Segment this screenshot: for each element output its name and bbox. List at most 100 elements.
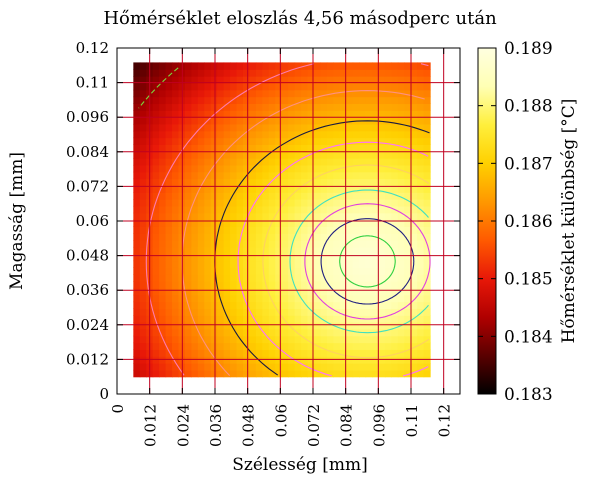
grid-lines bbox=[117, 47, 460, 394]
heatmap-cell bbox=[372, 308, 380, 316]
heatmap-cell bbox=[204, 308, 212, 316]
heatmap-cell bbox=[365, 219, 373, 227]
heatmap-cell bbox=[404, 178, 412, 186]
heatmap-cell bbox=[378, 267, 386, 275]
heatmap-cell bbox=[262, 219, 270, 227]
heatmap-cell bbox=[339, 328, 347, 337]
heatmap-cell bbox=[410, 328, 418, 337]
heatmap-cell bbox=[333, 315, 341, 323]
heatmap-cell bbox=[184, 267, 192, 275]
heatmap-cell bbox=[346, 294, 354, 303]
heatmap-cell bbox=[359, 130, 367, 139]
heatmap-cell bbox=[268, 117, 276, 125]
heatmap-cell bbox=[230, 294, 238, 303]
heatmap-cell bbox=[255, 342, 263, 350]
heatmap-cell bbox=[133, 356, 141, 364]
heatmap-cell bbox=[346, 322, 354, 330]
heatmap-cell bbox=[346, 240, 354, 248]
heatmap-cell bbox=[210, 103, 218, 111]
heatmap-cell bbox=[165, 69, 173, 77]
heatmap-cell bbox=[359, 178, 367, 186]
heatmap-cell bbox=[346, 96, 354, 105]
heatmap-cell bbox=[223, 123, 231, 132]
heatmap-cell bbox=[159, 151, 167, 159]
heatmap-cell bbox=[236, 144, 244, 152]
heatmap-cell bbox=[172, 96, 180, 105]
heatmap-cell bbox=[378, 240, 386, 248]
heatmap-cell bbox=[410, 82, 418, 91]
heatmap-cell bbox=[275, 226, 283, 234]
heatmap-cell bbox=[352, 219, 360, 227]
heatmap-cell bbox=[417, 110, 425, 118]
heatmap-cell bbox=[320, 219, 328, 227]
heatmap-cell bbox=[307, 164, 315, 173]
heatmap-cell bbox=[255, 171, 263, 180]
heatmap-cell bbox=[223, 287, 231, 296]
heatmap-cell bbox=[333, 185, 341, 193]
heatmap-cell bbox=[365, 164, 373, 173]
heatmap-cell bbox=[313, 363, 321, 371]
heatmap-cell bbox=[391, 82, 399, 91]
heatmap-cell bbox=[139, 294, 147, 303]
heatmap-cell bbox=[249, 369, 257, 378]
heatmap-cell bbox=[326, 253, 334, 262]
heatmap-cell bbox=[184, 253, 192, 262]
heatmap-cell bbox=[404, 342, 412, 350]
heatmap-cell bbox=[268, 363, 276, 371]
heatmap-cell bbox=[301, 287, 309, 296]
heatmap-cell bbox=[294, 233, 302, 241]
heatmap-cell bbox=[288, 287, 296, 296]
heatmap-cell bbox=[288, 205, 296, 214]
heatmap-cell bbox=[139, 281, 147, 289]
heatmap-cell bbox=[404, 199, 412, 207]
heatmap-cell bbox=[339, 123, 347, 132]
heatmap-cell bbox=[339, 185, 347, 193]
heatmap-cell bbox=[423, 151, 431, 159]
heatmap-cell bbox=[249, 192, 257, 200]
heatmap-cell bbox=[197, 267, 205, 275]
heatmap-cell bbox=[397, 356, 405, 364]
heatmap-cell bbox=[242, 240, 251, 248]
heatmap-cell bbox=[204, 103, 212, 111]
heatmap-cell bbox=[417, 253, 425, 262]
heatmap-cell bbox=[204, 62, 212, 70]
y-tick-label: 0.11 bbox=[76, 74, 109, 92]
heatmap-cell bbox=[281, 294, 289, 303]
heatmap-cell bbox=[197, 363, 205, 371]
heatmap-cell bbox=[410, 199, 418, 207]
heatmap-cell bbox=[365, 349, 373, 357]
heatmap-cell bbox=[339, 158, 347, 166]
heatmap-cell bbox=[410, 205, 418, 214]
heatmap-cell bbox=[365, 144, 373, 152]
heatmap-cell bbox=[346, 178, 354, 186]
heatmap-cell bbox=[191, 205, 199, 214]
heatmap-cell bbox=[288, 240, 296, 248]
heatmap-cell bbox=[365, 171, 373, 180]
heatmap-cell bbox=[172, 349, 180, 357]
heatmap-cell bbox=[197, 110, 205, 118]
heatmap-cell bbox=[404, 123, 412, 132]
heatmap-cell bbox=[230, 144, 238, 152]
heatmap-cell bbox=[275, 158, 283, 166]
heatmap-cell bbox=[191, 199, 199, 207]
heatmap-cell bbox=[249, 62, 257, 70]
heatmap-cell bbox=[230, 363, 238, 371]
heatmap-cell bbox=[326, 89, 334, 98]
heatmap-cell bbox=[165, 301, 173, 309]
heatmap-cell bbox=[281, 89, 289, 98]
y-tick-label: 0.048 bbox=[66, 247, 109, 265]
heatmap-cell bbox=[139, 253, 147, 262]
heatmap-cell bbox=[230, 89, 238, 98]
heatmap-cell bbox=[288, 308, 296, 316]
heatmap-cell bbox=[378, 62, 386, 70]
heatmap-cell bbox=[313, 308, 321, 316]
heatmap-cell bbox=[268, 260, 276, 268]
heatmap-cell bbox=[204, 233, 212, 241]
heatmap-cell bbox=[159, 185, 167, 193]
heatmap-cell bbox=[255, 123, 263, 132]
heatmap-cell bbox=[204, 137, 212, 145]
heatmap-cell bbox=[262, 185, 270, 193]
heatmap-cell bbox=[172, 178, 180, 186]
heatmap-cell bbox=[210, 199, 218, 207]
heatmap-cell bbox=[165, 62, 173, 70]
